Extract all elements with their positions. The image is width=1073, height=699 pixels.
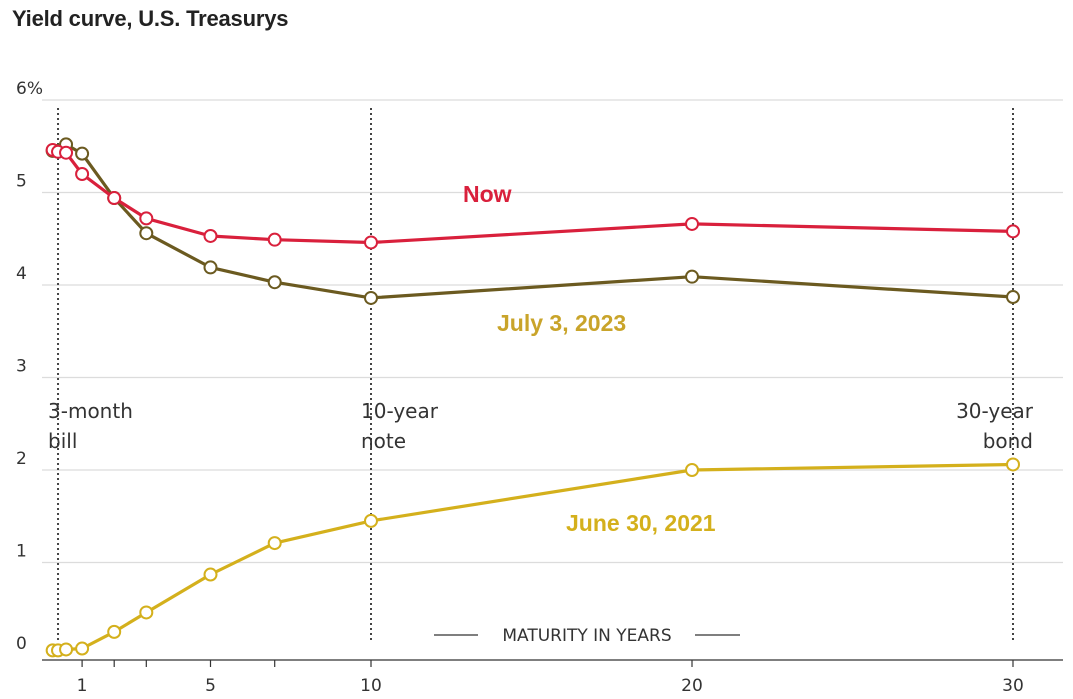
x-tick-label: 20: [681, 676, 703, 696]
reference-lines-layer: [57, 108, 1014, 640]
y-tick-label: 0: [16, 634, 27, 654]
y-tick-label: 6%: [16, 79, 43, 99]
data-point: [1006, 290, 1020, 305]
x-tick-label: 30: [1002, 676, 1024, 696]
x-tick-label: 5: [205, 676, 216, 696]
x-axis-title: MATURITY IN YEARS: [502, 626, 671, 646]
series-label: Now: [463, 181, 512, 207]
data-point: [364, 235, 378, 250]
axis-layer: 0 1 2 3 4 5 6% 1 5 10 20 30: [16, 79, 1063, 696]
series-line: [52, 462, 1014, 653]
data-point: [107, 191, 122, 206]
y-tick-label: 4: [16, 264, 27, 284]
data-point: [203, 567, 218, 582]
reference-label: 30-year: [956, 399, 1034, 423]
series-line: [52, 142, 1014, 300]
reference-label: 3-month: [48, 399, 133, 423]
series-layer: [45, 137, 1020, 658]
y-tick-label: 2: [16, 449, 27, 469]
data-point: [203, 228, 218, 243]
data-point: [685, 463, 699, 477]
y-tick-label: 1: [16, 542, 27, 562]
reference-label: bill: [48, 429, 77, 453]
reference-label: 10-year: [361, 399, 439, 423]
data-point: [364, 290, 378, 305]
chart-title: Yield curve, U.S. Treasurys: [12, 6, 289, 31]
data-point: [1006, 224, 1020, 239]
x-tick-label: 10: [360, 676, 382, 696]
series-label: June 30, 2021: [566, 510, 716, 536]
data-point: [59, 642, 74, 657]
reference-label: bond: [983, 429, 1033, 453]
data-point: [203, 260, 218, 275]
data-point: [1006, 457, 1020, 472]
data-point: [139, 605, 154, 620]
data-point: [75, 167, 90, 181]
y-tick-label: 5: [16, 172, 27, 192]
data-point: [267, 275, 282, 290]
data-point: [139, 211, 154, 226]
data-point: [139, 226, 154, 241]
series-label: July 3, 2023: [497, 310, 626, 336]
data-point: [75, 146, 90, 161]
x-tick-label: 1: [77, 676, 88, 696]
data-point: [267, 536, 282, 551]
data-point: [107, 624, 122, 639]
label-layer: 3-month bill 10-year note 30-year bond MATURIT…: [48, 181, 1034, 646]
y-tick-label: 3: [16, 357, 27, 377]
series-line: [52, 148, 1014, 245]
data-point: [75, 641, 90, 656]
data-point: [685, 269, 699, 284]
data-point: [267, 232, 282, 247]
data-point: [364, 513, 378, 528]
reference-label: note: [361, 429, 406, 453]
data-point: [685, 216, 699, 231]
data-point: [59, 145, 74, 160]
